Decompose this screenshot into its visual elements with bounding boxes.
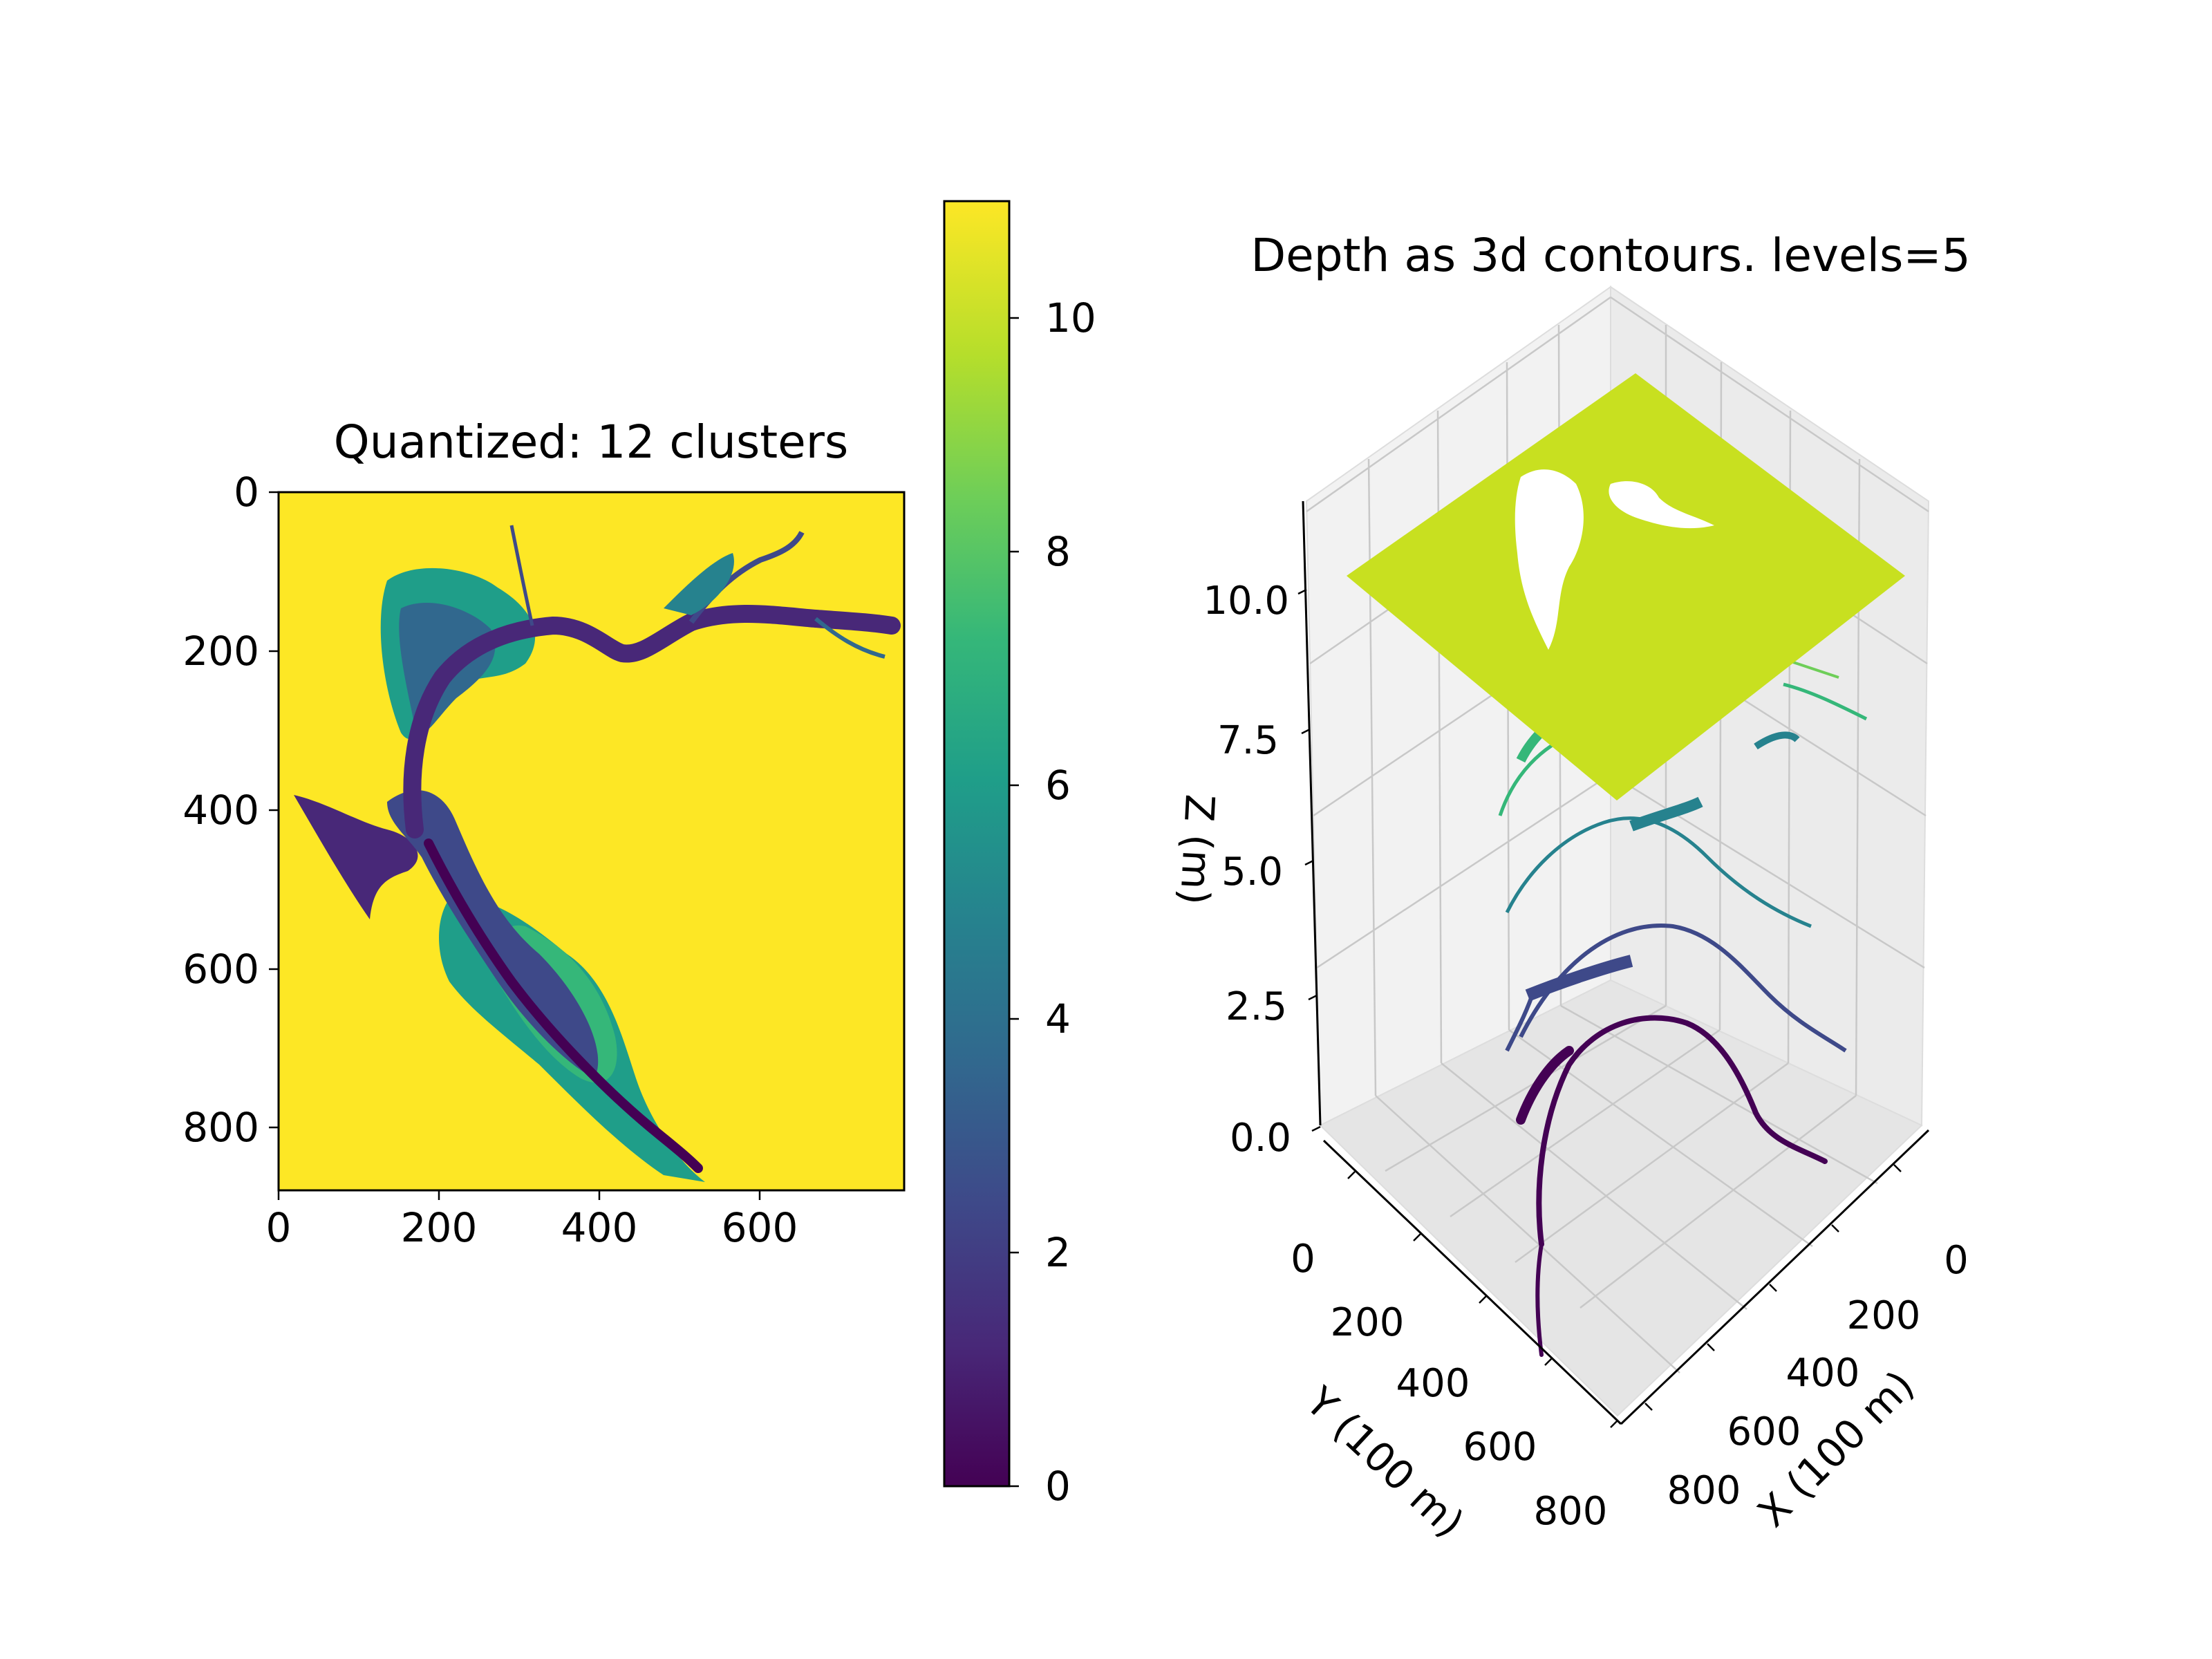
heatmap-x-tick-label-1: 200 <box>401 1204 478 1251</box>
z-tick-label-3: 7.5 <box>1217 718 1279 763</box>
colorbar-frame <box>943 200 1011 1488</box>
x-tick-mark-1 <box>1831 1224 1839 1232</box>
y-tick-label-3: 600 <box>1463 1425 1537 1470</box>
colorbar-tick-label-1: 2 <box>1045 1229 1071 1276</box>
floor-pane <box>1319 979 1923 1417</box>
z-tick-label-0: 0.0 <box>1230 1116 1291 1161</box>
colorbar-gradient <box>944 201 1009 1486</box>
x-tick-label-4: 800 <box>1667 1468 1741 1513</box>
z-tick-mark-2 <box>1304 859 1314 866</box>
surface-panel: Depth as 3d contours. levels=5 <box>1171 229 1971 1546</box>
heatmap-x-tick-label-3: 600 <box>722 1204 798 1251</box>
z-tick-mark-4 <box>1297 588 1307 595</box>
y-tick-label-0: 0 <box>1291 1237 1315 1282</box>
heatmap-x-tick-label-2: 400 <box>561 1204 638 1251</box>
south-channel <box>424 838 703 1173</box>
heatmap-y-ticks: 0 200 400 600 800 <box>182 469 279 1151</box>
contour-level-0 <box>1516 1015 1828 1357</box>
colorbar: 0 2 4 6 8 10 <box>943 200 1096 1510</box>
y-tick-mark-4 <box>1610 1420 1618 1428</box>
x-tick-label-0: 0 <box>1944 1238 1969 1283</box>
y-tick-label-2: 400 <box>1396 1361 1470 1406</box>
heatmap-panel: Quantized: 12 clusters 0 200 400 <box>182 415 906 1251</box>
colorbar-tick-label-0: 0 <box>1045 1463 1071 1510</box>
heatmap-image <box>279 492 904 1190</box>
z-tick-mark-1 <box>1308 994 1318 1001</box>
x-ticks: 0 200 400 600 800 <box>1644 1164 1969 1513</box>
west-mouth <box>294 795 418 919</box>
heatmap-y-tick-label-1: 200 <box>182 628 259 675</box>
y-tick-mark-2 <box>1479 1295 1487 1304</box>
z-ticks: 0.0 2.5 5.0 7.5 10.0 <box>1203 579 1321 1161</box>
heatmap-y-tick-label-0: 0 <box>234 469 259 516</box>
contour-level-1 <box>1505 924 1847 1053</box>
upstream-branch-2 <box>814 617 885 659</box>
x-tick-mark-4 <box>1644 1403 1653 1411</box>
colorbar-ticks: 0 2 4 6 8 10 <box>1009 294 1096 1510</box>
heatmap-frame <box>277 491 906 1192</box>
heatmap-y-tick-label-4: 800 <box>182 1104 259 1151</box>
y-tick-mark-1 <box>1413 1233 1421 1241</box>
y-tick-mark-3 <box>1544 1358 1553 1366</box>
heatmap-y-tick-label-3: 600 <box>182 946 259 993</box>
z-tick-label-1: 2.5 <box>1226 984 1287 1029</box>
z-tick-mark-3 <box>1301 728 1311 735</box>
colorbar-tick-label-3: 6 <box>1045 762 1071 809</box>
top-plane-gap <box>1515 469 1584 650</box>
x-tick-label-2: 400 <box>1786 1351 1860 1396</box>
y-tick-mark-0 <box>1347 1171 1356 1179</box>
top-plane-gap-2 <box>1609 481 1714 529</box>
colorbar-tick-label-5: 10 <box>1045 294 1096 341</box>
x-tick-label-1: 200 <box>1847 1293 1921 1338</box>
x-axis-line <box>1620 1129 1930 1425</box>
z-axis-line <box>1302 500 1322 1126</box>
heatmap-y-tick-label-2: 400 <box>182 787 259 834</box>
x-tick-label-3: 600 <box>1727 1409 1801 1454</box>
heatmap-x-tick-label-0: 0 <box>266 1204 292 1251</box>
top-plane <box>1347 373 1905 800</box>
y-ticks: 0 200 400 600 800 <box>1291 1171 1618 1534</box>
x-tick-mark-3 <box>1707 1343 1715 1351</box>
delta-top <box>664 553 734 615</box>
z-tick-label-2: 5.0 <box>1221 850 1283 894</box>
colorbar-tick-label-2: 4 <box>1045 995 1071 1042</box>
x-tick-mark-2 <box>1769 1284 1777 1292</box>
y-axis-line <box>1322 1139 1622 1425</box>
heatmap-x-ticks: 0 200 400 600 <box>266 1190 798 1251</box>
surface-title: Depth as 3d contours. levels=5 <box>1250 229 1970 282</box>
z-axis-label: Z (m) <box>1171 793 1224 906</box>
north-creek <box>509 525 534 626</box>
main-channel <box>403 605 901 838</box>
y-tick-label-1: 200 <box>1331 1300 1405 1345</box>
colorbar-tick-label-4: 8 <box>1045 528 1071 575</box>
heatmap-title: Quantized: 12 clusters <box>334 415 848 469</box>
x-tick-mark-0 <box>1893 1164 1902 1172</box>
y-tick-label-4: 800 <box>1534 1489 1608 1534</box>
z-tick-label-4: 10.0 <box>1203 579 1289 624</box>
contour-level-2 <box>1505 731 1812 928</box>
z-tick-mark-0 <box>1311 1125 1321 1132</box>
